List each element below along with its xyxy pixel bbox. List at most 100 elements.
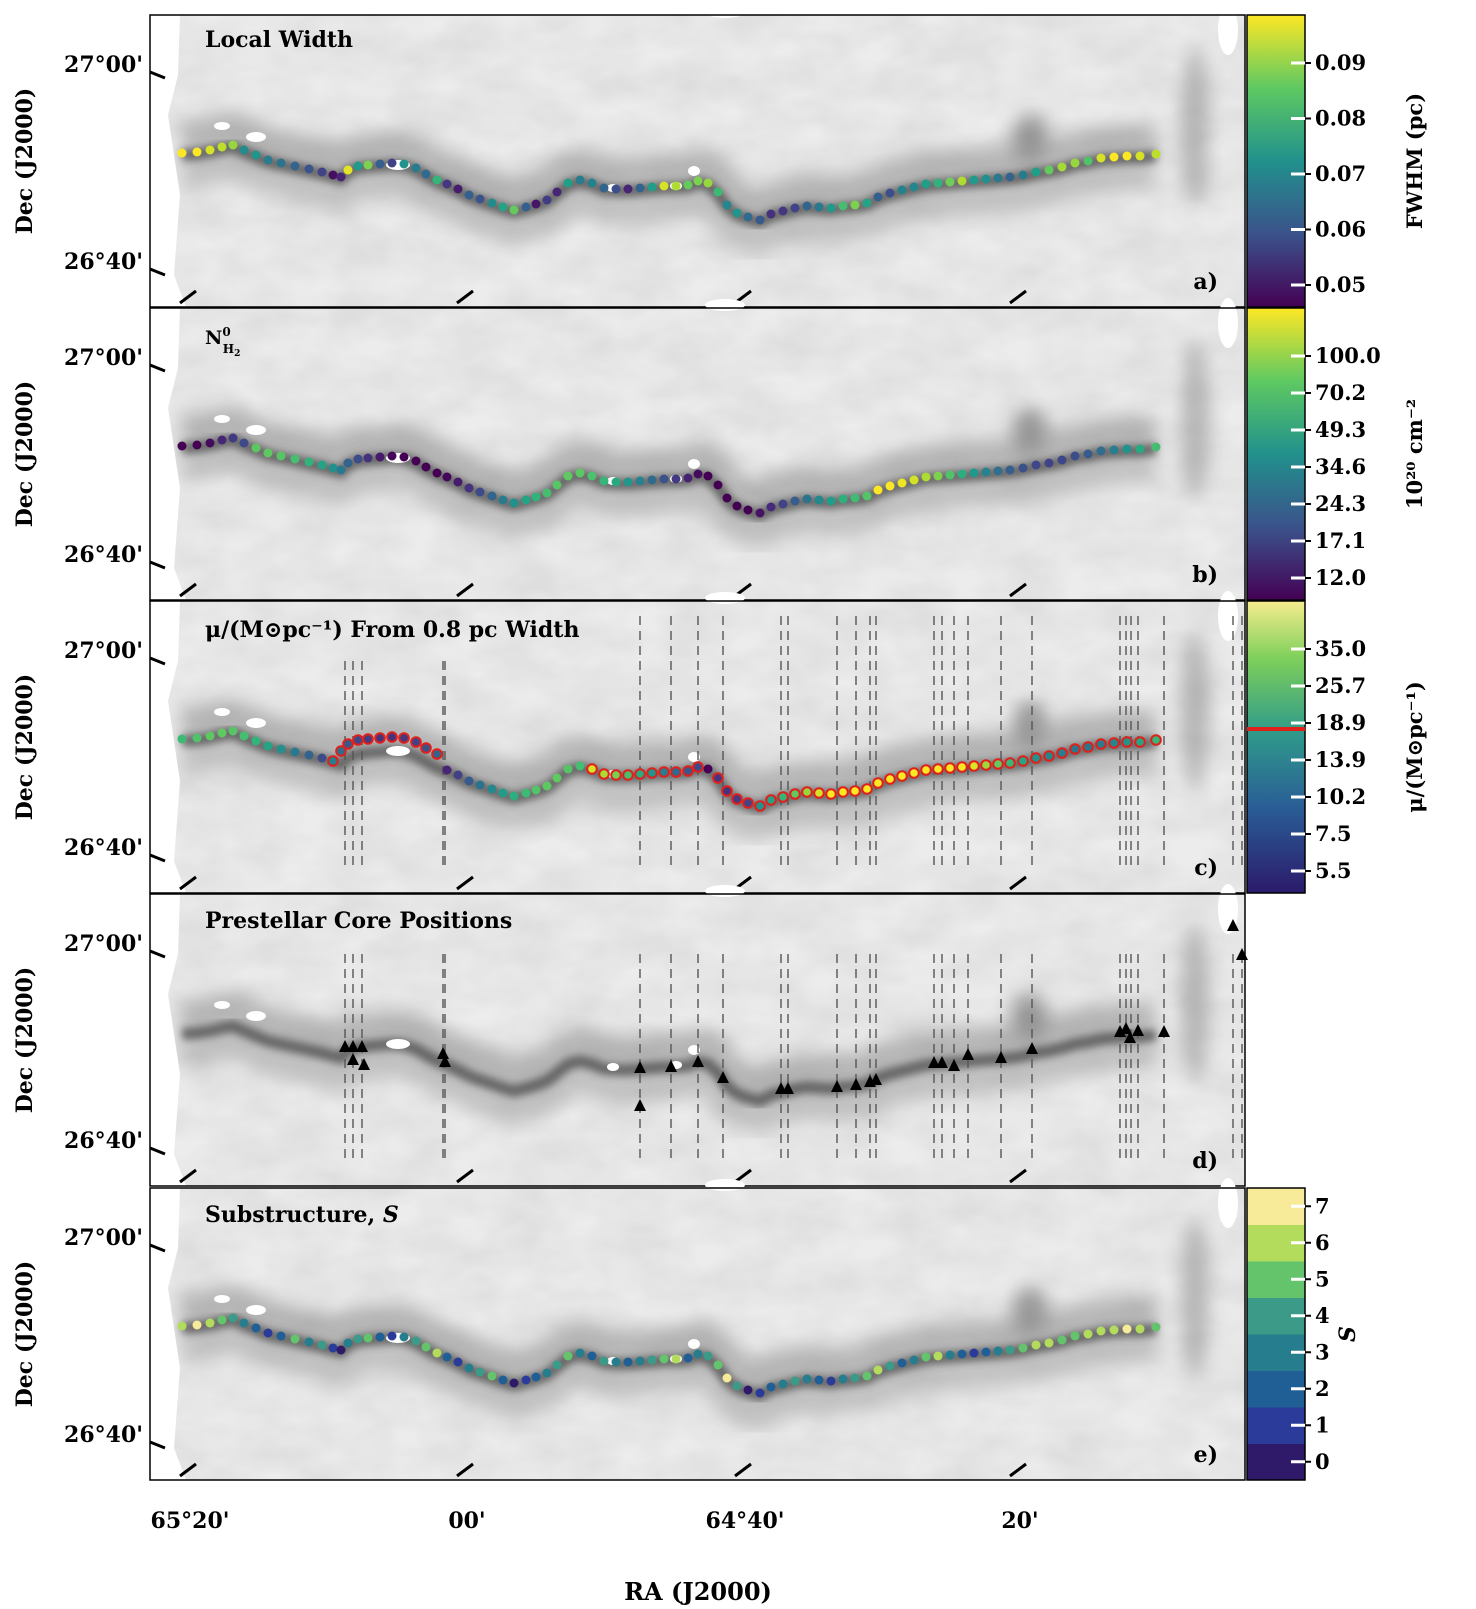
colorbar-tick-label: 5 [1315,1266,1330,1291]
spine-point [487,1371,497,1381]
ra-tick [1009,1168,1027,1184]
spine-point [509,1378,519,1388]
title-subsub: 2 [234,349,240,359]
dec-tick [149,1146,166,1156]
spine-point [343,1338,353,1348]
spine-point [1044,458,1054,468]
dec-tick-label: 26°40' [64,835,143,861]
colorbar-tick-label: 17.1 [1315,528,1366,553]
spine-point [263,155,273,165]
spine-point [1135,151,1145,161]
spine-point [399,1332,409,1342]
saturated-blob [246,132,266,142]
ra-tick [179,582,197,598]
spine-point [671,1354,681,1364]
spine-point [498,788,508,798]
spine-point [375,1332,385,1342]
colorbar-tick-label: 0.07 [1315,161,1366,186]
dec-tick [149,363,166,373]
saturated-blob [386,746,410,756]
spine-point [343,458,353,468]
title-sub: H [223,342,234,356]
dec-tick-label: 26°40' [64,542,143,568]
spine-point [563,178,573,188]
spine-point [722,200,732,210]
saturated-blob [688,1339,700,1349]
spine-point [1070,451,1080,461]
colorbar-tick-label: 10.2 [1315,784,1366,809]
spine-point [575,175,585,185]
spine-point [647,182,657,192]
spine-point [825,788,837,800]
colorbar-frame [1246,600,1306,894]
spine-point [713,480,723,490]
spine-point [599,183,609,193]
spine-point [754,800,766,812]
cloud-north-branch [1181,338,1209,498]
colorbar-label: FWHM (pc) [1402,93,1427,229]
y-axis-label: Dec (J2000) [12,1261,38,1408]
spine-point [542,488,552,498]
colorbar-tick-label: 18.9 [1315,710,1366,735]
spine-point [802,1374,812,1384]
ra-tick-label: 00' [448,1508,485,1534]
colorbar-label: μ/(M⊙pc⁻¹) [1402,681,1427,813]
spine-point [862,491,872,501]
spine-point [826,496,836,506]
spine-point [552,480,562,490]
spine-point [766,1382,776,1392]
dec-tick [149,560,166,570]
saturated-blob [246,425,266,435]
spine-point [801,786,813,798]
spine-point [814,495,824,505]
panel-title: Prestellar Core Positions [205,908,512,934]
spine-point [1150,734,1162,746]
spine-point [410,736,422,748]
spine-point [713,1360,723,1370]
panel-frame [149,14,1246,308]
map-edge-blank [150,308,186,600]
spine-point [682,765,694,777]
spine-point [885,481,895,491]
colorbar-a: 0.09 0.08 0.07 0.06 0.05 FWHM (pc) [1246,14,1427,308]
spine-point [993,466,1003,476]
prestellar-core-marker [870,1073,882,1085]
cloud-band-lower [181,1028,1158,1135]
colorbar-tick-label: 7.5 [1315,821,1352,846]
spine-point [177,734,187,744]
spine-point [239,438,249,448]
spine-point [1057,1335,1067,1345]
spine-point [586,763,598,775]
cloud-band-lower [181,1322,1158,1429]
dec-tick [149,1440,166,1450]
spine-point [703,1351,713,1361]
spine-point [251,1323,261,1333]
spine-point [610,769,622,781]
dec-tick-label: 27°00' [64,931,143,957]
spine-point [920,764,932,776]
spine-point [420,742,432,754]
prestellar-core-marker [995,1051,1007,1063]
spine-point [335,745,347,757]
spine-point [498,1375,508,1385]
spine-point [790,496,800,506]
spine-point [453,184,463,194]
spine-point [862,1371,872,1381]
prestellar-core-marker [1227,919,1239,931]
colorbar-tick-label: 5.5 [1315,858,1352,883]
colorbar-tick-label: 6 [1315,1230,1330,1255]
spine-point [683,473,693,483]
spine-point [945,470,955,480]
spine-point [766,209,776,219]
spine-point [692,761,704,773]
prestellar-core-marker [1120,1022,1132,1034]
prestellar-core-marker [928,1056,940,1068]
spine-point [442,179,452,189]
spine-point [945,177,955,187]
y-axis-label: Dec (J2000) [12,967,38,1114]
spine-point [1109,1325,1119,1335]
spine-point [1151,149,1161,159]
spine-point [375,159,385,169]
colorbar-tick-label: 0 [1315,1449,1330,1474]
spine-point [683,180,693,190]
